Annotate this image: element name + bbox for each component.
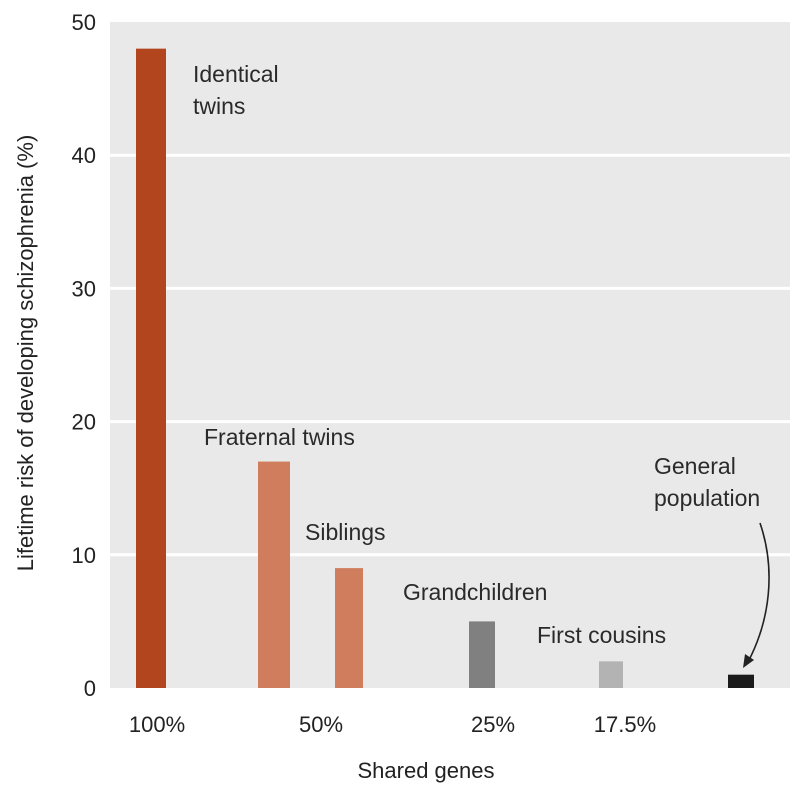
y-tick-label: 10	[72, 543, 96, 568]
plot-background	[110, 22, 790, 688]
bar-label: Grandchildren	[403, 579, 547, 605]
x-tick-label: 25%	[471, 712, 515, 737]
bar-general-population	[728, 674, 754, 688]
y-axis-ticks: 0 10 20 30 40 50	[72, 10, 96, 701]
bar-label: First cousins	[537, 622, 666, 648]
bar-label: Fraternal twins	[204, 424, 355, 450]
bar-label: General population	[654, 453, 760, 511]
y-tick-label: 40	[72, 143, 96, 168]
bar-labels: Identical twins Fraternal twins Siblings Gra…	[193, 61, 760, 648]
gridlines	[110, 153, 790, 557]
y-tick-label: 0	[84, 676, 96, 701]
x-axis-title: Shared genes	[358, 758, 495, 783]
y-tick-label: 30	[72, 276, 96, 301]
bar-fraternal-twins	[258, 461, 290, 688]
bar-siblings	[335, 568, 363, 688]
general-population-arrow	[747, 522, 770, 663]
x-tick-label: 17.5%	[594, 712, 656, 737]
bar-grandchildren	[469, 621, 495, 688]
x-axis-ticks: 100% 50% 25% 17.5%	[129, 712, 656, 737]
bar-first-cousins	[599, 661, 623, 688]
x-tick-label: 100%	[129, 712, 185, 737]
arrowhead	[743, 654, 754, 668]
y-tick-label: 20	[72, 410, 96, 435]
bar-identical-twins	[136, 48, 166, 688]
x-tick-label: 50%	[299, 712, 343, 737]
y-axis-title: Lifetime risk of developing schizophreni…	[13, 135, 38, 572]
bar-label: Siblings	[305, 519, 386, 545]
y-tick-label: 50	[72, 10, 96, 35]
bar-label: Identical twins	[193, 61, 279, 119]
bars	[136, 48, 754, 688]
